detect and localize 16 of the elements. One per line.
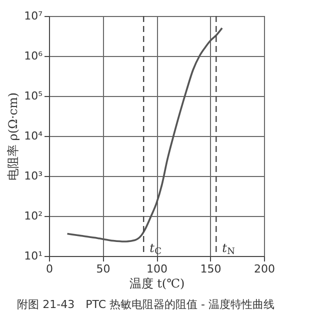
y-tick-label: 10⁵ — [24, 90, 42, 102]
y-tick-label: 10³ — [24, 170, 42, 182]
x-tick-label: 0 — [46, 262, 53, 276]
y-tick-label: 10⁶ — [24, 50, 44, 62]
x-tick-label: 200 — [254, 262, 275, 276]
x-tick-label: 50 — [96, 262, 110, 276]
x-tick-label: 100 — [146, 262, 168, 276]
x-tick-label: 150 — [200, 262, 222, 276]
y-tick-label: 10⁴ — [24, 130, 44, 142]
y-tick-label: 10¹ — [24, 250, 42, 262]
text: 附图 21-43 PTC 热敏电阻器的阻值 - 温度特性曲线 — [17, 298, 274, 311]
x-axis-title: 温度 t(℃) — [129, 276, 185, 290]
line-series — [66, 27, 223, 242]
y-axis-title: 电阻率 ρ(Ω·cm) — [6, 92, 20, 181]
y-tick-label: 10⁷ — [24, 10, 42, 22]
y-tick-label: 10² — [24, 210, 42, 222]
